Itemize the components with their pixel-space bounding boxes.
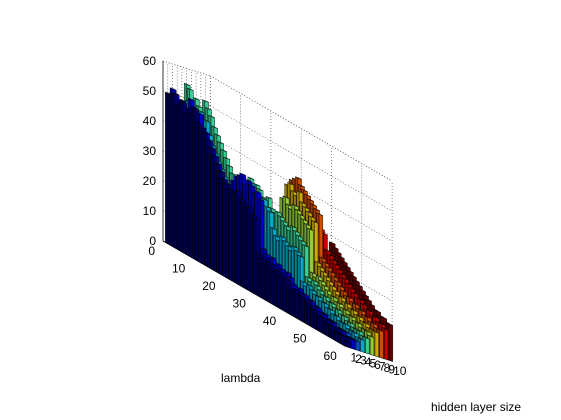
side-wall-z-gridline (210, 75, 393, 182)
y-tick-label: 8 (384, 361, 391, 375)
y-tick-label: 6 (374, 358, 381, 372)
y-tick-label: 9 (388, 363, 395, 377)
x-tick-label: 10 (172, 262, 186, 276)
x-tick-label: 40 (263, 314, 277, 328)
bar-l60-h1 (343, 339, 351, 349)
x-tick-label: 0 (148, 244, 155, 258)
x-tick-label: 20 (202, 279, 216, 293)
y-tick-label: 2 (355, 352, 362, 366)
z-tick-label: 20 (143, 174, 157, 188)
y-tick-label: 10 (393, 364, 407, 378)
x-axis-label: lambda (221, 371, 261, 385)
bars-layer (165, 82, 393, 362)
z-tick-label: 50 (143, 84, 157, 98)
z-tick-label: 60 (143, 54, 157, 68)
x-tick-label: 50 (293, 332, 307, 346)
z-tick-label: 0 (149, 234, 156, 248)
y-tick-label: 1 (351, 351, 358, 365)
y-tick-label: 7 (379, 360, 386, 374)
x-tick-label: 30 (233, 297, 247, 311)
y-axis-label: hidden layer size (431, 400, 521, 414)
z-tick-label: 30 (143, 144, 157, 158)
x-tick-label: 60 (323, 349, 337, 363)
y-tick-label: 3 (360, 354, 367, 368)
top-edge (162, 60, 211, 77)
top-edge (210, 75, 393, 182)
z-tick-label: 10 (143, 204, 157, 218)
y-tick-label: 5 (369, 357, 376, 371)
y-tick-label: 4 (365, 355, 372, 369)
z-tick-label: 40 (143, 114, 157, 128)
